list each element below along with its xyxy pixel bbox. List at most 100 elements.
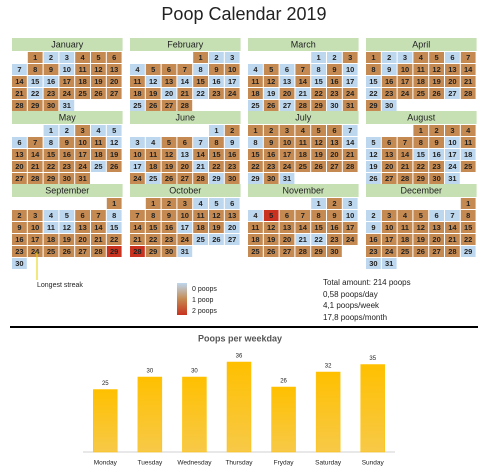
day-number: 18 — [78, 77, 86, 86]
day-cell — [327, 210, 342, 221]
day-cell — [177, 210, 193, 221]
day-number: 27 — [165, 101, 173, 110]
day-number: 18 — [196, 223, 204, 232]
day-cell — [145, 246, 161, 257]
day-cell — [43, 173, 59, 184]
day-cell — [12, 222, 27, 233]
day-cell — [145, 234, 161, 245]
day-number: 22 — [110, 235, 118, 244]
bar — [137, 376, 163, 453]
day-number: 23 — [63, 162, 71, 171]
legend-label: 2 poops — [192, 308, 217, 315]
day-number: 9 — [435, 138, 439, 147]
day-cell — [429, 161, 444, 172]
day-cell — [413, 52, 429, 63]
day-cell — [12, 173, 27, 184]
day-cell — [342, 125, 358, 136]
day-cell — [209, 222, 224, 233]
day-cell — [342, 149, 358, 160]
day-cell — [445, 64, 460, 75]
day-cell — [224, 137, 240, 148]
day-number: 15 — [110, 223, 118, 232]
day-number: 13 — [181, 150, 189, 159]
day-number: 4 — [466, 126, 471, 135]
day-number: 26 — [432, 89, 440, 98]
day-number: 12 — [417, 223, 425, 232]
day-cell — [295, 210, 311, 221]
day-number: 3 — [230, 53, 234, 62]
day-number: 11 — [79, 65, 87, 74]
day-number: 3 — [33, 211, 37, 220]
day-cell — [263, 222, 279, 233]
day-number: 5 — [151, 65, 155, 74]
day-number: 30 — [47, 101, 55, 110]
day-cell — [413, 246, 429, 257]
day-cell — [177, 234, 193, 245]
day-number: 21 — [31, 162, 39, 171]
month-name: June — [176, 112, 196, 122]
day-number: 18 — [299, 150, 307, 159]
day-cell — [27, 100, 43, 111]
day-number: 1 — [214, 126, 218, 135]
day-cell — [75, 210, 90, 221]
day-cell — [311, 222, 326, 233]
day-cell — [342, 100, 358, 111]
day-number: 22 — [464, 235, 472, 244]
day-cell — [59, 210, 75, 221]
value-label: 25 — [102, 381, 109, 387]
day-number: 22 — [196, 89, 204, 98]
day-cell — [366, 234, 381, 245]
day-number: 3 — [183, 199, 187, 208]
day-cell — [177, 88, 193, 99]
day-number: 24 — [63, 89, 72, 98]
day-cell — [209, 173, 224, 184]
day-number: 3 — [135, 138, 139, 147]
day-cell — [397, 173, 413, 184]
day-cell — [397, 149, 413, 160]
day-cell — [413, 173, 429, 184]
day-number: 13 — [330, 138, 338, 147]
day-number: 28 — [133, 247, 141, 256]
day-cell — [106, 52, 122, 63]
day-cell — [311, 210, 326, 221]
day-cell — [75, 52, 90, 63]
day-cell — [91, 137, 106, 148]
day-cell — [248, 222, 263, 233]
day-number: 30 — [330, 247, 338, 256]
day-number: 10 — [133, 150, 141, 159]
day-number: 12 — [267, 77, 275, 86]
day-cell — [161, 88, 177, 99]
day-number: 14 — [299, 223, 308, 232]
day-number: 26 — [149, 101, 157, 110]
month-name: January — [51, 39, 84, 49]
day-number: 1 — [33, 53, 37, 62]
day-cell — [366, 258, 381, 269]
day-cell — [445, 76, 460, 87]
value-label: 32 — [325, 364, 332, 370]
day-cell — [429, 210, 444, 221]
day-number: 11 — [251, 223, 259, 232]
day-number: 6 — [435, 211, 439, 220]
day-cell — [381, 149, 397, 160]
day-cell — [460, 149, 476, 160]
day-number: 22 — [369, 89, 377, 98]
day-cell — [327, 125, 342, 136]
day-cell — [279, 137, 295, 148]
day-number: 8 — [112, 211, 116, 220]
day-number: 1 — [49, 126, 53, 135]
day-number: 16 — [63, 150, 71, 159]
day-cell — [381, 173, 397, 184]
day-cell — [145, 161, 161, 172]
day-cell — [12, 258, 27, 269]
day-number: 6 — [17, 138, 21, 147]
day-number: 31 — [448, 174, 456, 183]
day-number: 25 — [251, 101, 259, 110]
day-number: 16 — [15, 235, 23, 244]
day-number: 16 — [165, 223, 173, 232]
day-number: 18 — [133, 89, 141, 98]
day-cell — [145, 76, 161, 87]
bar — [226, 361, 252, 453]
day-cell — [75, 149, 90, 160]
day-number: 8 — [33, 65, 37, 74]
day-cell — [429, 137, 444, 148]
